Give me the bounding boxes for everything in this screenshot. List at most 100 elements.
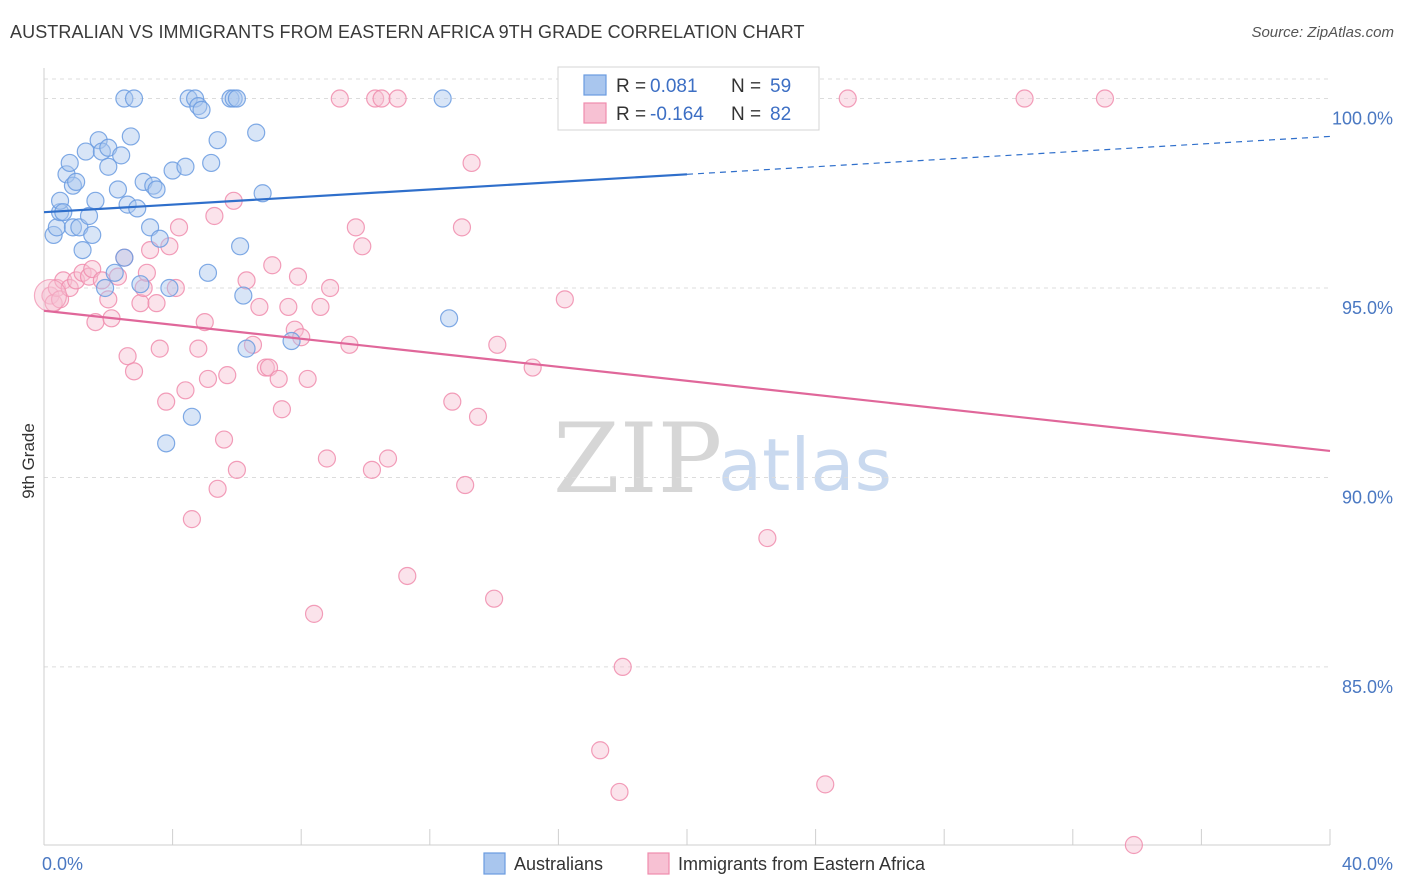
australians-point: [160, 278, 179, 298]
y-tick-label: 100.0%: [1332, 109, 1393, 129]
australians-point: [157, 434, 176, 453]
legend-australians-label: Australians: [514, 854, 603, 874]
y-tick-label: 95.0%: [1342, 298, 1393, 318]
australians-point: [234, 286, 253, 305]
eastern-africa-point: [182, 510, 201, 529]
australians-point: [439, 309, 459, 328]
eastern-africa-point: [195, 312, 214, 332]
eastern-africa-point: [272, 400, 292, 419]
australians-point: [79, 206, 99, 226]
eastern-africa-point: [613, 657, 632, 677]
eastern-africa-point: [198, 369, 218, 389]
watermark: ZIP atlas: [553, 403, 892, 515]
australians-point: [433, 89, 452, 108]
australians-point: [108, 180, 128, 199]
australians-point: [83, 225, 102, 245]
eastern-africa-point: [147, 294, 166, 313]
watermark-atlas: atlas: [718, 423, 892, 507]
legend-australians-swatch: [483, 852, 506, 875]
eastern-africa-point: [118, 347, 137, 366]
australians-point: [121, 127, 140, 146]
y-tick-label: 85.0%: [1342, 677, 1393, 697]
eastern-africa-point: [1124, 835, 1143, 855]
eastern-africa-point: [330, 89, 349, 108]
australians-trend-extension: [686, 135, 1331, 175]
australians-point: [253, 184, 272, 203]
eastern-africa-point: [378, 449, 398, 468]
eastern-africa-point: [176, 381, 195, 400]
australians-point: [179, 89, 198, 108]
australians-point: [247, 123, 266, 142]
australians-trend-line: [43, 173, 688, 214]
australians-point: [47, 218, 66, 237]
eastern-africa-point: [468, 407, 488, 426]
eastern-africa-point: [1095, 89, 1115, 108]
eastern-africa-point: [321, 278, 340, 298]
australians-point: [86, 191, 105, 210]
australians-point: [57, 165, 76, 184]
australians-point: [237, 339, 256, 358]
australians-point: [67, 172, 86, 191]
legend-n-label: N =: [731, 104, 761, 125]
eastern-africa-point: [124, 362, 144, 381]
australians-point: [208, 131, 227, 150]
eastern-africa-point: [311, 297, 330, 317]
australians-point: [76, 142, 95, 161]
eastern-africa-point: [523, 358, 542, 377]
australians-point: [131, 275, 150, 294]
eastern-africa-point: [205, 206, 224, 226]
y-tick-label: 90.0%: [1342, 487, 1393, 507]
australians-point: [118, 195, 137, 214]
eastern-africa-point: [452, 218, 472, 237]
eastern-africa-point: [298, 369, 317, 389]
eastern-africa-point: [304, 604, 324, 623]
eastern-africa-point: [99, 290, 118, 309]
eastern-africa-point: [208, 479, 227, 498]
eastern-africa-point: [591, 741, 610, 760]
australians-point: [60, 153, 79, 173]
australians-point: [99, 157, 118, 176]
series-legend: Australians Immigrants from Eastern Afric…: [483, 852, 926, 875]
watermark-zip: ZIP: [553, 403, 722, 515]
source-label: Source: ZipAtlas.com: [1251, 24, 1394, 41]
eastern-africa-point: [610, 782, 629, 802]
australians-point: [176, 157, 195, 176]
eastern-africa-point: [250, 297, 269, 317]
australians-point: [63, 218, 83, 237]
eastern-africa-point: [317, 449, 337, 468]
x-tick-label: 40.0%: [1342, 854, 1393, 874]
eastern-africa-point: [366, 89, 385, 108]
legend-swatch: [583, 74, 607, 96]
australians-point: [115, 89, 134, 108]
eastern-africa-point: [388, 89, 407, 108]
eastern-africa-point: [372, 89, 391, 108]
eastern-africa-trend-line: [43, 309, 1331, 453]
australians-point: [202, 153, 221, 173]
legend-n-value: 59: [770, 76, 791, 97]
legend-n-value: 82: [770, 104, 791, 125]
australians-point: [124, 89, 144, 108]
eastern-africa-point: [189, 339, 208, 358]
axes: [43, 68, 1331, 846]
australians-point: [50, 191, 70, 210]
eastern-africa-point: [462, 153, 481, 173]
eastern-africa-point: [227, 460, 246, 479]
australians-point: [192, 100, 211, 119]
legend-r-value: -0.164: [650, 104, 704, 125]
trend-lines: [43, 135, 1331, 453]
eastern-africa-point: [758, 528, 777, 548]
australians-point: [150, 229, 169, 248]
australians-point: [128, 199, 147, 218]
eastern-africa-point: [157, 392, 176, 411]
tick-labels: 85.0% 90.0% 95.0% 100.0% 0.0% 40.0%: [42, 109, 1393, 874]
y-axis-label: 9th Grade: [19, 423, 38, 499]
eastern-africa-point: [485, 589, 504, 608]
eastern-africa-point: [237, 271, 256, 290]
legend-r-label: R =: [616, 76, 646, 97]
eastern-africa-point: [160, 237, 179, 256]
eastern-africa-point: [288, 267, 308, 286]
eastern-africa-point: [816, 775, 835, 794]
australians-point: [112, 146, 131, 165]
legend-r-value: 0.081: [650, 76, 698, 97]
australians-point: [89, 131, 108, 150]
